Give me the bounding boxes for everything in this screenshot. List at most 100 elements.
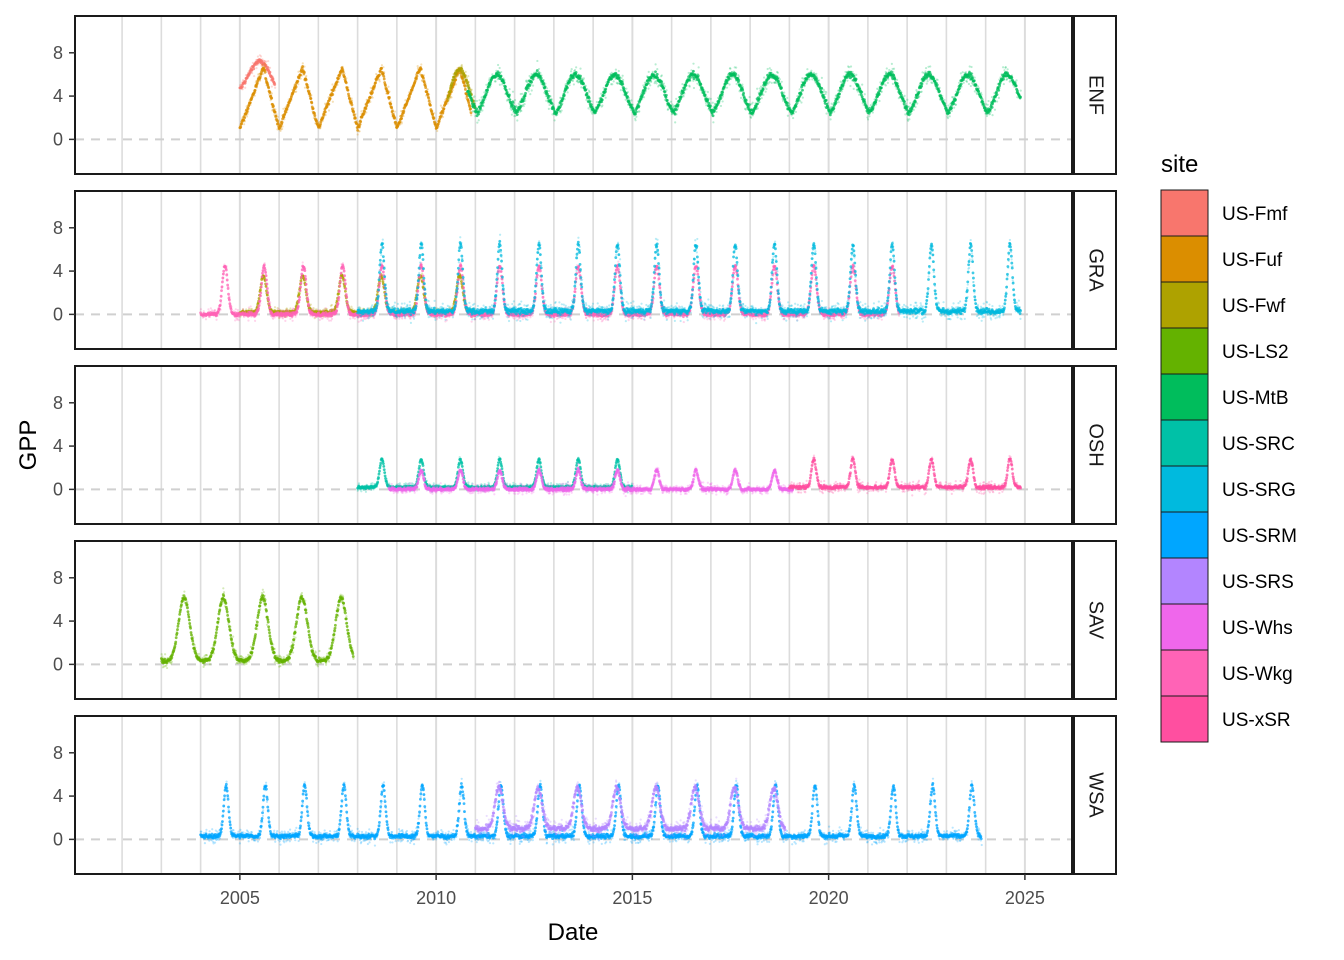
gpp-point [977,90,981,93]
gpp-point [920,85,924,88]
gpp-point [439,104,443,107]
gpp-point [496,63,500,67]
gpp-point [485,83,488,86]
gpp-point [327,102,331,106]
gpp-point [936,78,939,81]
gpp-point [1004,66,1007,69]
gpp-point [460,65,464,68]
gpp-point [483,91,486,94]
gpp-point [261,63,264,67]
gpp-point [390,105,393,108]
gpp-point [342,68,345,72]
gpp-point [863,93,866,96]
gpp-point [467,101,470,104]
gpp-point [866,118,870,121]
gpp-point [282,115,286,119]
gpp-point [308,89,311,92]
gpp-point [350,97,353,100]
gpp-point [853,72,856,76]
gpp-point [925,78,928,81]
gpp-point [888,68,891,72]
gpp-point [550,98,553,101]
gpp-point [981,98,984,101]
gpp-point [319,125,322,128]
gpp-point [993,108,997,111]
gpp-point [520,109,523,113]
gpp-point [1019,95,1022,99]
gpp-point [970,65,973,69]
gpp-point [763,76,766,79]
gpp-point [566,91,569,94]
gpp-point [256,55,260,58]
gpp-point [346,88,350,92]
gpp-point [241,88,244,91]
gpp-point [530,89,533,92]
gpp-point [801,96,804,99]
gpp-point [288,102,291,105]
gpp-point [565,86,569,90]
gpp-point [800,101,803,104]
gpp-point [467,98,470,102]
gpp-point [982,101,985,104]
gpp-point [469,107,472,111]
gpp-point [477,113,481,116]
gpp-point [854,77,858,81]
gpp-point [929,72,933,75]
gpp-point [664,85,667,88]
gpp-point [419,67,423,71]
gpp-point [560,109,563,112]
gpp-point [969,84,972,88]
gpp-point [470,88,473,91]
gpp-point [721,90,725,94]
gpp-point [545,99,548,102]
gpp-point [290,99,293,102]
gpp-point [721,100,724,103]
gpp-point [467,86,470,89]
gpp-point [309,303,312,306]
gpp-point [962,81,965,84]
gpp-point [267,86,271,90]
gpp-point [573,68,577,72]
gpp-point [607,81,610,84]
gpp-point [266,65,270,69]
gpp-point [730,77,733,81]
gpp-point [914,105,917,109]
gpp-point [284,111,287,114]
gpp-point [331,83,334,86]
gpp-point [500,70,503,74]
gpp-point [378,80,381,83]
gpp-point [792,116,795,120]
gpp-point [880,86,883,90]
gpp-point [383,76,386,79]
gpp-point [688,76,692,79]
gpp-point [464,87,467,90]
gpp-point [350,103,354,107]
gpp-point [301,65,305,68]
gpp-point [309,93,312,96]
gpp-point [358,126,362,129]
gpp-point [768,80,771,84]
gpp-point [279,129,282,133]
gpp-point [751,101,754,104]
gpp-point [537,67,541,71]
gpp-point [259,76,262,79]
gpp-point [255,86,258,89]
gpp-point [796,101,800,105]
gpp-point [442,111,445,114]
gpp-point [938,89,941,93]
gpp-point [680,97,683,100]
y-tick-label: 8 [53,43,63,63]
gpp-point [508,87,511,91]
gpp-point [255,67,258,70]
gpp-point [1002,82,1005,86]
gpp-point [271,77,275,81]
gpp-point [308,94,312,98]
gpp-point [644,89,647,92]
gpp-point [270,96,274,100]
gpp-point [954,98,957,102]
gpp-point [925,82,928,85]
gpp-point [563,98,566,101]
gpp-point [649,84,652,87]
gpp-point [308,92,312,96]
